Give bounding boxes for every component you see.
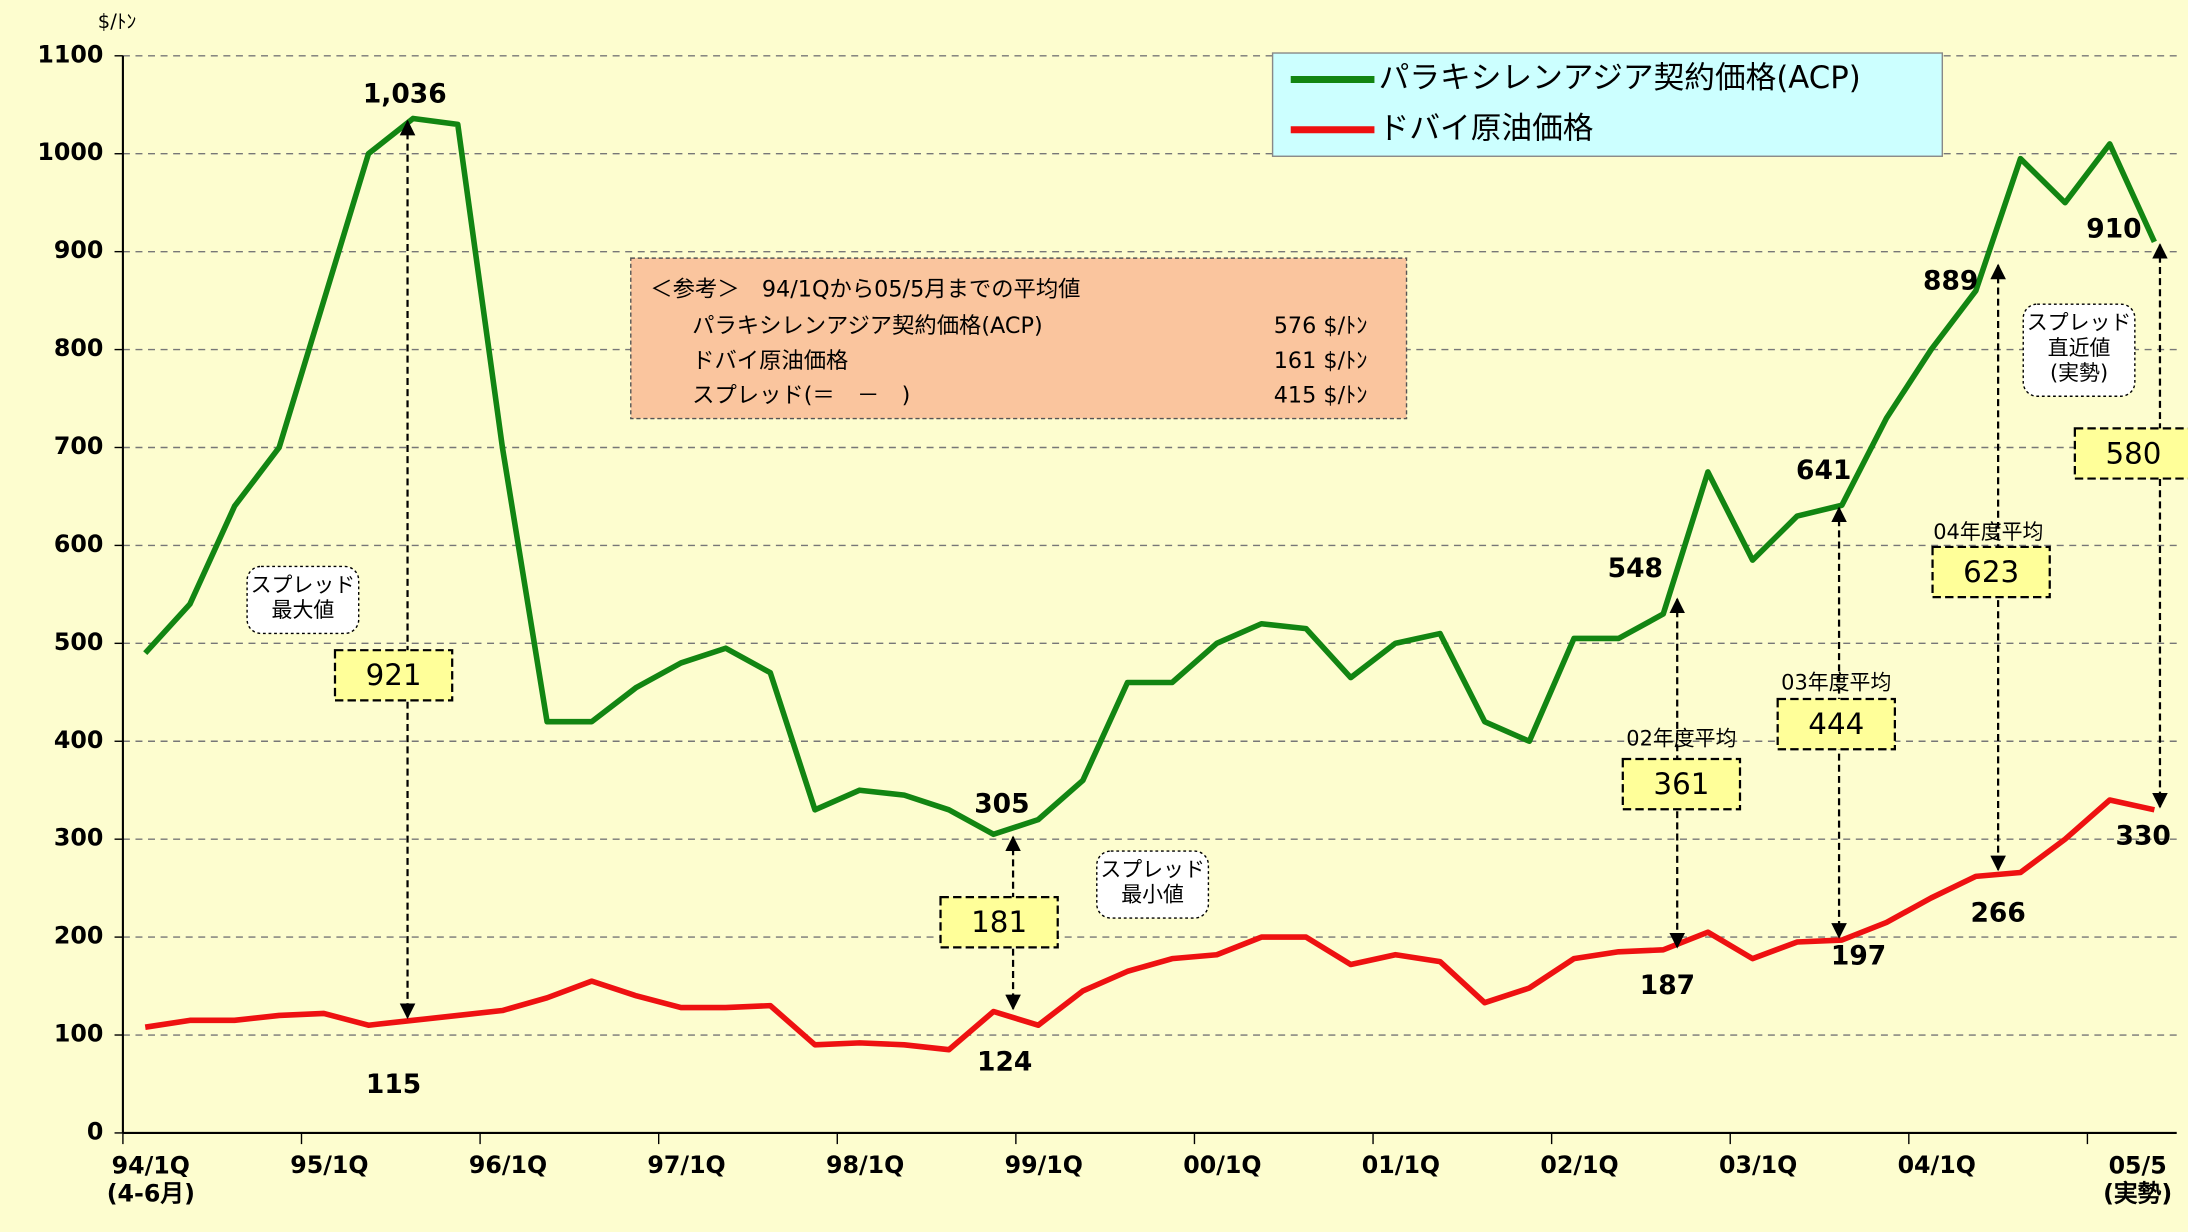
caption: 02年度平均 (1626, 726, 1736, 750)
value-label: 187 (1640, 970, 1695, 1001)
spread-box (1931, 545, 2051, 599)
value-label: 115 (366, 1069, 421, 1100)
spread-box (1776, 697, 1896, 751)
spread-box (2073, 427, 2188, 480)
x-tick-label: 00/1Q (1183, 1151, 1261, 1179)
reference-value: 576 $/ﾄﾝ (1274, 313, 1368, 339)
value-label: 330 (2116, 821, 2171, 852)
value-label: 641 (1796, 455, 1851, 486)
y-tick-label: 800 (54, 334, 103, 362)
value-label: 305 (974, 789, 1029, 820)
caption: スプレッド最大値 (251, 573, 356, 622)
x-tick-label: 97/1Q (647, 1151, 725, 1179)
y-tick-label: 200 (54, 922, 103, 950)
caption: スプレッド直近値(実勢) (2027, 311, 2132, 385)
value-label: 266 (1970, 897, 2025, 928)
caption-bubble (1096, 850, 1210, 919)
reference-heading: ＜参考＞ 94/1Qから05/5月までの平均値 (650, 277, 1080, 303)
x-tick-label: 03/1Q (1719, 1151, 1797, 1179)
series-line (143, 115, 2157, 838)
x-tick-label: 01/1Q (1362, 1151, 1440, 1179)
spread-box (333, 649, 454, 702)
spread-label: 921 (366, 658, 422, 692)
value-label: 889 (1923, 265, 1978, 296)
x-tick-label: 98/1Q (826, 1151, 904, 1179)
caption: 03年度平均 (1781, 671, 1891, 695)
y-tick-label: 0 (87, 1117, 103, 1145)
y-tick-label: 300 (54, 824, 103, 852)
spread-label: 444 (1808, 707, 1864, 741)
reference-value: 161 $/ﾄﾝ (1274, 348, 1368, 374)
reference-label: パラキシレンアジア契約価格(ACP) (692, 313, 1042, 339)
x-tick-label: 02/1Q (1540, 1151, 1618, 1179)
spread-label: 361 (1653, 767, 1709, 801)
spread-label: 181 (971, 905, 1027, 939)
value-label: 1,036 (363, 78, 447, 109)
y-tick-label: 600 (54, 530, 103, 558)
x-tick-label: 04/1Q (1898, 1151, 1976, 1179)
y-tick-label: 100 (54, 1020, 103, 1048)
spread-box (1621, 757, 1742, 811)
legend-box (1271, 52, 1944, 157)
x-tick-label: 94/1Q (4-6月) (107, 1151, 195, 1207)
reference-value: 415 $/ﾄﾝ (1274, 383, 1368, 409)
reference-label: スプレッド(＝ － ) (692, 383, 910, 409)
y-tick-label: 900 (54, 236, 103, 264)
series-line (144, 797, 2155, 1053)
y-tick-label: 700 (54, 432, 103, 460)
legend-label: ドバイ原油価格 (1379, 111, 1594, 146)
value-label: 197 (1831, 941, 1886, 972)
value-label: 124 (977, 1047, 1032, 1078)
value-label: 910 (2086, 214, 2141, 245)
y-tick-label: 1100 (37, 40, 103, 68)
reference-label: ドバイ原油価格 (692, 348, 848, 374)
y-unit: $/ﾄﾝ (98, 10, 137, 33)
caption-bubble (2022, 303, 2136, 397)
x-tick-label: 96/1Q (469, 1151, 547, 1179)
caption: 04年度平均 (1933, 520, 2043, 544)
y-tick-label: 500 (54, 628, 103, 656)
x-tick-label: 05/5 (実勢) (2103, 1151, 2172, 1207)
x-tick-label: 95/1Q (290, 1151, 368, 1179)
legend-label: パラキシレンアジア契約価格(ACP) (1379, 61, 1861, 96)
spread-label: 580 (2105, 436, 2161, 470)
spread-box (939, 896, 1059, 949)
x-tick-label: 99/1Q (1005, 1151, 1083, 1179)
y-tick-label: 400 (54, 726, 103, 754)
value-label: 548 (1608, 553, 1663, 584)
spread-label: 623 (1963, 555, 2019, 589)
caption-bubble (246, 565, 360, 635)
reference-box (630, 257, 1408, 420)
caption: スプレッド最小値 (1100, 858, 1205, 907)
y-tick-label: 1000 (37, 138, 103, 166)
